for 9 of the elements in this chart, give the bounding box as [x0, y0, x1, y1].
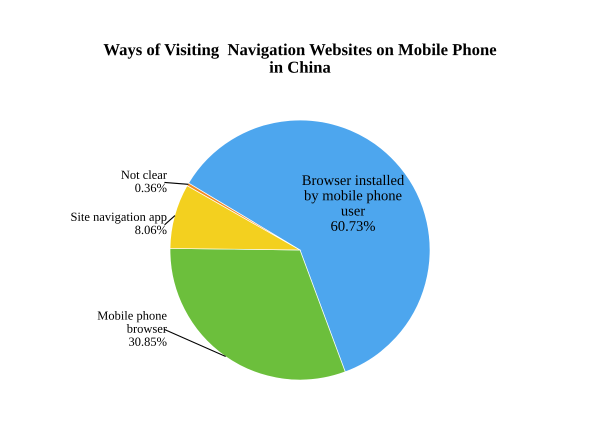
slice-label: Mobile phone browser — [98, 310, 167, 333]
data-label: 30.85% — [129, 337, 167, 346]
slice-label: Browser installed by mobile phone user — [302, 174, 404, 216]
data-label: 60.73% — [331, 221, 375, 231]
slice-label: Site navigation app — [71, 212, 167, 224]
chart-title: Ways of Visiting Navigation Websites on Mobile Phone in China — [104, 43, 496, 73]
slice-label: Not clear — [121, 170, 167, 180]
data-label: 0.36% — [135, 184, 167, 192]
data-label: 8.06% — [135, 226, 167, 234]
